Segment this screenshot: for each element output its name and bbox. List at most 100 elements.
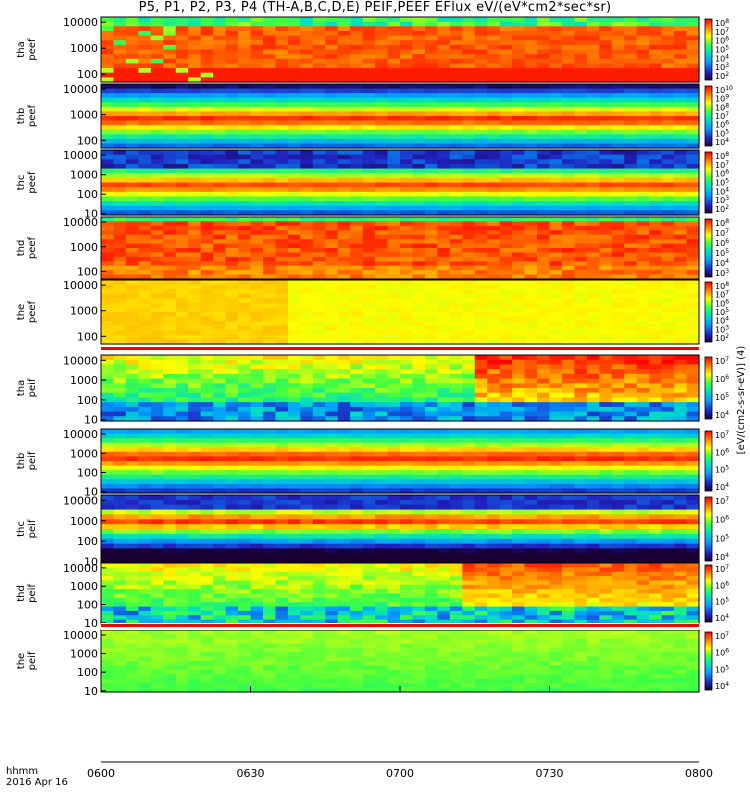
heatmap-cell — [375, 406, 389, 413]
heatmap-cell — [101, 479, 115, 485]
heatmap-cell — [499, 84, 513, 90]
heatmap-cell — [200, 355, 214, 361]
heatmap-cell — [262, 334, 277, 341]
heatmap-cell — [287, 284, 301, 290]
heatmap-cell — [462, 248, 476, 254]
heatmap-cell — [424, 182, 438, 188]
colorbar-tick-label: 107 — [715, 160, 729, 170]
heatmap-cell — [412, 442, 426, 448]
heatmap-cell — [287, 234, 301, 240]
heatmap-cell — [561, 159, 576, 165]
heatmap-cell — [362, 143, 376, 149]
heatmap-cell — [275, 225, 289, 231]
heatmap-cell — [624, 289, 638, 295]
heatmap-cell — [686, 129, 700, 135]
heatmap-cell — [325, 274, 339, 280]
heatmap-cell — [350, 256, 364, 262]
heatmap-cell — [188, 252, 202, 258]
heatmap-cell — [686, 35, 700, 41]
heatmap-cell — [674, 84, 688, 90]
heatmap-cell — [387, 488, 401, 494]
heatmap-cell — [163, 248, 177, 254]
heatmap-cell — [150, 116, 164, 122]
heatmap-cell — [113, 488, 127, 494]
heatmap-cell — [138, 256, 152, 262]
heatmap-cell — [512, 30, 526, 37]
heatmap-cell — [387, 483, 401, 490]
y-tick-label: 10000 — [63, 149, 98, 162]
heatmap-cell — [163, 289, 177, 295]
heatmap-cell — [175, 465, 189, 471]
heatmap-cell — [636, 479, 650, 485]
heatmap-cell — [238, 388, 252, 394]
heatmap-cell — [125, 433, 139, 439]
heatmap-cell — [412, 84, 426, 90]
heatmap-cell — [611, 68, 625, 74]
heatmap-cell — [300, 392, 314, 399]
heatmap-cell — [499, 470, 513, 476]
heatmap-cell — [150, 548, 164, 554]
colorbar-tick-label: 108 — [715, 102, 729, 112]
heatmap-cell — [412, 270, 426, 276]
heatmap-cell — [213, 447, 227, 453]
heatmap-cell — [549, 239, 563, 245]
heatmap-cell — [200, 451, 214, 458]
heatmap-cell — [387, 163, 401, 170]
heatmap-cell — [512, 159, 526, 165]
heatmap-cell — [487, 411, 501, 417]
heatmap-cell — [599, 248, 613, 254]
heatmap-cell — [661, 359, 675, 366]
heatmap-cell — [649, 54, 663, 60]
heatmap-cell — [225, 102, 239, 108]
heatmap-cell — [188, 529, 202, 535]
heatmap-cell — [262, 205, 277, 211]
heatmap-cell — [138, 321, 152, 327]
heatmap-cell — [537, 302, 551, 309]
heatmap-cell — [649, 21, 663, 27]
heatmap-cell — [175, 325, 189, 331]
heatmap-cell — [300, 406, 314, 413]
heatmap-cell — [350, 325, 364, 331]
heatmap-cell — [238, 77, 252, 83]
heatmap-cell — [462, 465, 476, 471]
heatmap-cell — [138, 483, 152, 490]
heatmap-cell — [101, 201, 115, 207]
heatmap-cell — [101, 129, 115, 135]
heatmap-cell — [113, 201, 127, 207]
heatmap-cell — [512, 339, 526, 345]
heatmap-cell — [200, 307, 214, 313]
heatmap-cell — [499, 265, 513, 271]
heatmap-cell — [325, 217, 339, 223]
heatmap-cell — [125, 205, 139, 211]
heatmap-cell — [624, 274, 638, 280]
heatmap-cell — [524, 173, 538, 179]
heatmap-cell — [375, 429, 389, 435]
heatmap-cell — [474, 256, 488, 262]
heatmap-cell — [561, 97, 576, 103]
heatmap-cell — [225, 519, 239, 525]
heatmap-cell — [437, 442, 451, 448]
heatmap-cell — [624, 221, 638, 227]
heatmap-cell — [599, 284, 613, 290]
heatmap-cell — [138, 359, 152, 366]
heatmap-cell — [362, 406, 376, 413]
heatmap-cell — [200, 97, 214, 103]
heatmap-cell — [549, 26, 563, 32]
heatmap-cell — [649, 221, 663, 227]
heatmap-cell — [512, 54, 526, 60]
heatmap-cell — [250, 72, 264, 78]
heatmap-cell — [574, 116, 588, 122]
heatmap-cell — [125, 58, 139, 65]
heatmap-cell — [437, 225, 451, 231]
heatmap-cell — [362, 150, 376, 156]
heatmap-cell — [150, 514, 164, 520]
heatmap-cell — [537, 26, 551, 32]
heatmap-cell — [337, 316, 351, 322]
heatmap-cell — [138, 239, 152, 245]
heatmap-cell — [362, 321, 376, 327]
heatmap-cell — [549, 58, 563, 65]
heatmap-cell — [512, 221, 526, 227]
heatmap-cell — [188, 307, 202, 313]
heatmap-cell — [275, 40, 289, 46]
heatmap-cell — [512, 106, 526, 113]
